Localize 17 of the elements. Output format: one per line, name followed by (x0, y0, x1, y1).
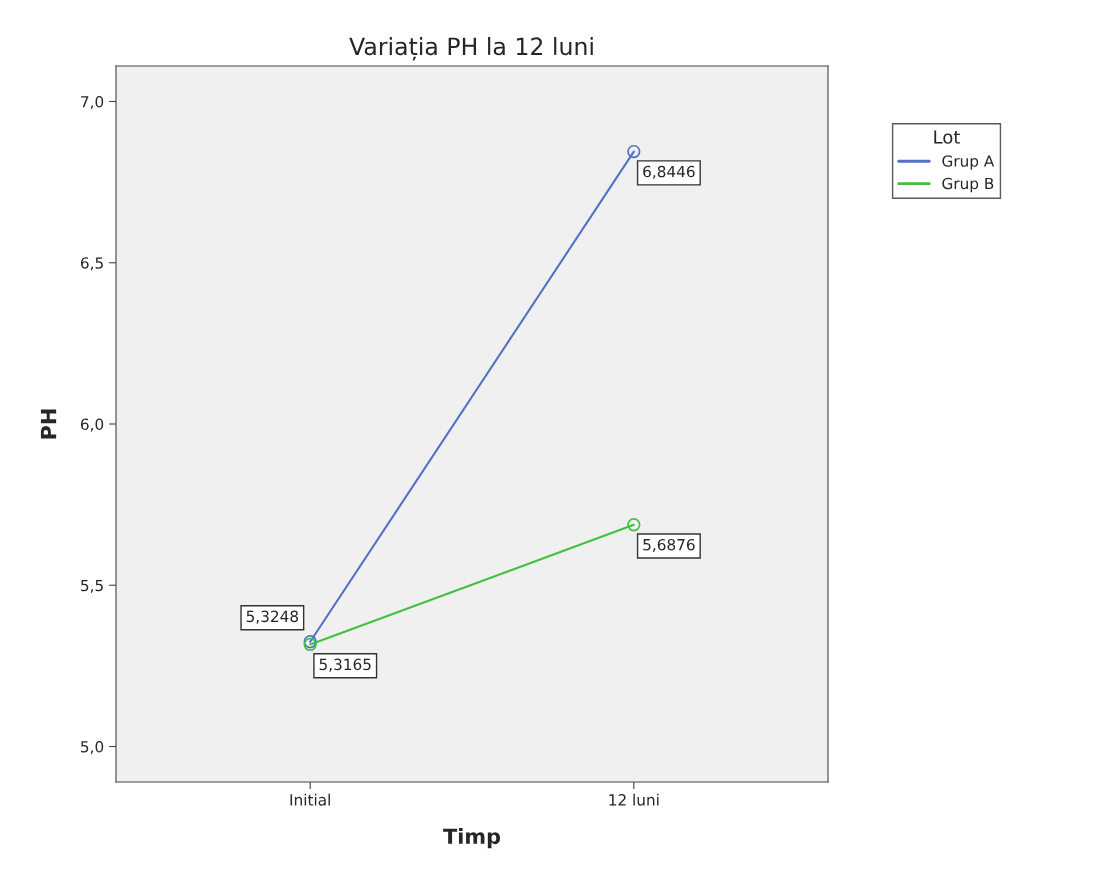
y-tick-label: 6,0 (80, 418, 104, 432)
y-tick-label: 6,5 (80, 257, 103, 271)
legend-label: Grup A (942, 155, 995, 170)
chart-title: Variația PH la 12 luni (349, 36, 593, 61)
y-tick-label: 7,0 (81, 95, 104, 110)
x-tick-label: Initial (290, 793, 330, 806)
data-label: 5,6876 (643, 538, 695, 553)
legend-title: Lot (934, 130, 961, 144)
legend-label: Grup B (942, 177, 994, 193)
x-tick-label: 12 luni (609, 793, 659, 806)
data-label: 6,8446 (643, 165, 695, 179)
y-tick-label: 5,0 (81, 740, 104, 755)
y-axis-title: PH (40, 409, 57, 439)
y-tick-label: 5,5 (81, 579, 103, 593)
data-label: 5,3248 (246, 610, 299, 624)
data-label: 5,3165 (319, 658, 371, 672)
x-axis-title: Timp (443, 828, 501, 849)
